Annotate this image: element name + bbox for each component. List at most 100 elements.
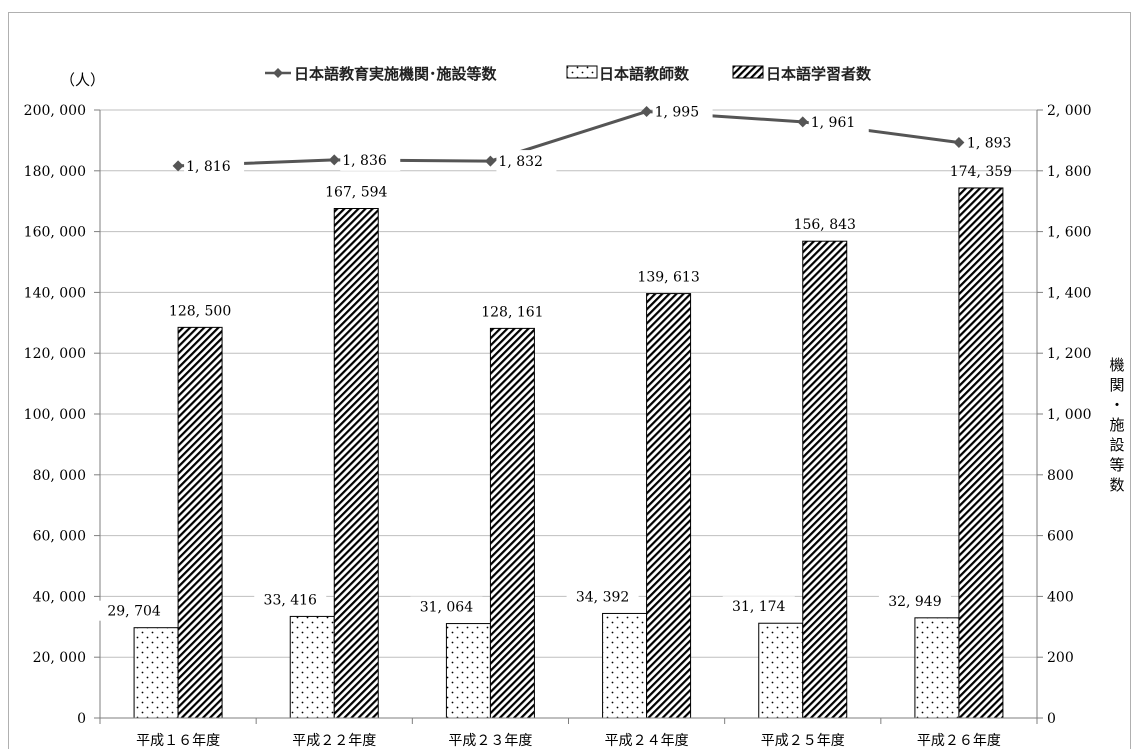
x-tick-label: 平成２６年度 xyxy=(917,733,1001,749)
left-tick-label: 0 xyxy=(77,711,86,727)
right-tick-label: 1, 600 xyxy=(1047,225,1092,241)
legend-item-hatch: 日本語学習者数 xyxy=(732,65,872,83)
right-axis-title-char: ・ xyxy=(1109,396,1124,414)
bar-learners xyxy=(646,293,692,719)
line-marker-diamond xyxy=(797,116,809,128)
legend-dots-swatch xyxy=(566,65,598,79)
data-label-bg xyxy=(722,596,795,617)
axis-layer: 0 20, 000 40, 000 60, 000 80, 000 100, 000 120… xyxy=(24,103,1092,749)
data-label-bg xyxy=(98,600,171,621)
right-tick-label: 800 xyxy=(1047,468,1074,484)
line-data-label: 1, 836 xyxy=(342,153,387,169)
data-label-bg xyxy=(254,589,327,610)
legend-label-dots: 日本語教師数 xyxy=(599,65,690,83)
right-tick-label: 1, 800 xyxy=(1047,164,1092,180)
left-tick-label: 120, 000 xyxy=(24,346,86,362)
right-tick-label: 400 xyxy=(1047,589,1074,605)
x-tick-label: 平成２５年度 xyxy=(761,733,845,749)
left-tick-label: 60, 000 xyxy=(33,529,86,545)
line-data-label: 1, 961 xyxy=(811,115,856,131)
right-axis-title: 機関・施設等数 xyxy=(1109,356,1124,494)
line-data-label: 1, 893 xyxy=(967,136,1012,152)
line-marker-diamond xyxy=(953,137,965,149)
line-marker-diamond xyxy=(172,160,184,172)
left-tick-label: 180, 000 xyxy=(24,164,86,180)
bar-teachers xyxy=(758,622,804,719)
legend-label-line: 日本語教育実施機関･施設等数 xyxy=(294,65,498,83)
right-tick-label: 200 xyxy=(1047,650,1074,666)
bar-layer xyxy=(133,187,1004,719)
left-axis-unit: （人） xyxy=(60,71,105,89)
x-tick-label: 平成１６年度 xyxy=(136,733,220,749)
legend-label-hatch: 日本語学習者数 xyxy=(766,65,872,83)
left-tick-label: 160, 000 xyxy=(24,225,86,241)
right-tick-label: 600 xyxy=(1047,529,1074,545)
line-data-label: 1, 832 xyxy=(498,154,543,170)
legend-hatch-swatch xyxy=(732,65,764,79)
right-tick-label: 1, 200 xyxy=(1047,346,1092,362)
bar-teachers xyxy=(133,627,179,719)
data-label: 139, 613 xyxy=(637,270,699,286)
line-layer: 1, 816 1, 836 1, 832 1, 995 1, 961 1, 893 xyxy=(172,100,1025,177)
line-data-label: 1, 816 xyxy=(186,159,231,175)
data-label: 29, 704 xyxy=(107,604,161,620)
legend-diamond-icon xyxy=(273,68,283,78)
bar-learners xyxy=(802,240,848,719)
data-label: 174, 359 xyxy=(950,164,1012,180)
right-axis-title-char: 関 xyxy=(1109,376,1124,394)
legend-item-line: 日本語教育実施機関･施設等数 xyxy=(265,65,498,83)
x-tick-label: 平成２４年度 xyxy=(605,733,689,749)
bar-teachers xyxy=(914,617,960,719)
left-tick-label: 200, 000 xyxy=(24,103,86,119)
data-label: 33, 416 xyxy=(264,592,318,608)
line-data-label: 1, 995 xyxy=(655,105,700,121)
right-axis-title-char: 等 xyxy=(1109,456,1124,474)
line-marker-diamond xyxy=(484,155,496,167)
line-label-bg xyxy=(964,131,1025,154)
data-label: 31, 064 xyxy=(420,600,474,616)
data-label-bg xyxy=(410,596,483,617)
line-label-bg xyxy=(808,110,869,133)
grid-lines xyxy=(100,109,1037,658)
bar-learners xyxy=(333,208,379,719)
bar-teachers xyxy=(602,612,648,719)
right-tick-label: 1, 000 xyxy=(1047,407,1092,423)
legend-item-dots: 日本語教師数 xyxy=(566,65,690,83)
left-tick-label: 100, 000 xyxy=(24,407,86,423)
label-layer: 29, 704 128, 500 33, 416 167, 594 31, 064 128… xyxy=(98,164,1012,621)
bar-teachers xyxy=(289,615,335,719)
bar-learners xyxy=(489,327,535,719)
right-tick-label: 1, 400 xyxy=(1047,285,1092,301)
right-axis-title-char: 施 xyxy=(1109,416,1124,434)
bar-learners xyxy=(177,326,223,719)
legend: 日本語教育実施機関･施設等数 日本語教師数 日本語学習者数 xyxy=(265,65,872,83)
right-tick-label: 0 xyxy=(1047,711,1056,727)
left-tick-label: 80, 000 xyxy=(33,468,86,484)
data-label: 32, 949 xyxy=(888,594,941,610)
data-label: 167, 594 xyxy=(325,185,387,201)
data-label: 128, 500 xyxy=(169,303,231,319)
right-axis-title-char: 設 xyxy=(1109,436,1124,454)
data-label-bg xyxy=(566,586,639,607)
x-tick-label: 平成２２年度 xyxy=(292,733,376,749)
data-label: 34, 392 xyxy=(576,589,629,605)
line-label-bg xyxy=(340,148,401,171)
left-tick-label: 140, 000 xyxy=(24,285,86,301)
bar-teachers xyxy=(445,623,491,719)
data-label-bg xyxy=(878,590,951,611)
right-axis-title-char: 機 xyxy=(1109,356,1124,374)
left-tick-label: 20, 000 xyxy=(33,650,86,666)
line-label-bg xyxy=(652,100,713,123)
data-label: 31, 174 xyxy=(732,599,786,615)
line-marker-diamond xyxy=(328,154,340,166)
data-label: 128, 161 xyxy=(481,304,543,320)
line-marker-diamond xyxy=(641,106,653,118)
line-label-bg xyxy=(496,150,557,173)
line-label-bg xyxy=(184,154,245,177)
data-label: 156, 843 xyxy=(794,217,856,233)
x-tick-label: 平成２３年度 xyxy=(448,733,532,749)
right-axis-title-char: 数 xyxy=(1109,476,1124,494)
bar-learners xyxy=(958,187,1004,719)
